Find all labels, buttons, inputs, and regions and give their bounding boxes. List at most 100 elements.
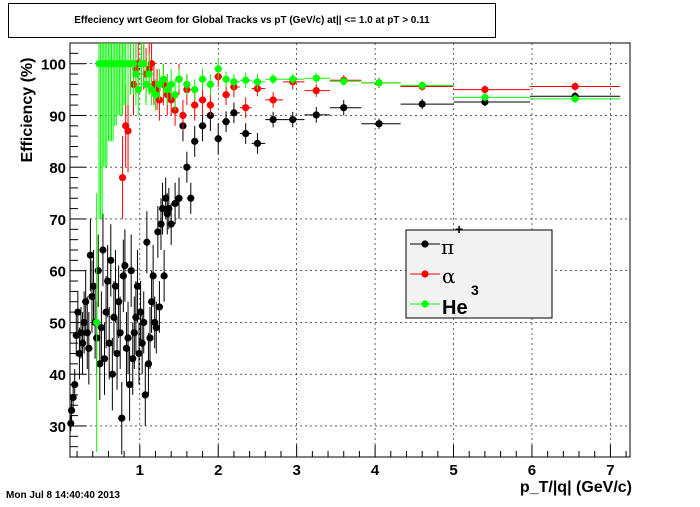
data-point [85, 344, 93, 352]
legend-pi-label: π [441, 235, 454, 259]
data-point [116, 329, 124, 337]
data-point [163, 85, 171, 94]
data-point [183, 80, 191, 88]
data-point [312, 87, 320, 95]
data-point [107, 256, 115, 264]
data-point [183, 163, 191, 171]
data-point [160, 272, 168, 280]
data-point [206, 101, 214, 109]
data-point [67, 406, 76, 415]
data-point [253, 139, 262, 147]
data-point [75, 349, 84, 358]
data-point [340, 77, 348, 85]
data-point [104, 277, 112, 285]
data-point [135, 349, 143, 358]
data-point [191, 85, 199, 94]
grid-lines [70, 43, 630, 457]
data-point [242, 129, 250, 138]
data-point [143, 238, 151, 246]
data-point [77, 329, 85, 337]
data-point [147, 298, 156, 306]
data-point [269, 115, 277, 124]
data-point [94, 267, 102, 275]
y-tick-label: 90 [49, 108, 66, 125]
data-point [159, 75, 167, 83]
data-point [146, 334, 154, 342]
data-point [191, 137, 199, 145]
data-point [122, 344, 131, 352]
data-point [230, 78, 238, 86]
y-tick-label: 60 [49, 264, 66, 281]
data-point [127, 267, 135, 275]
data-point [214, 135, 222, 143]
y-tick-label: 80 [49, 160, 66, 177]
legend-pi-superscript: + [455, 221, 463, 237]
data-point [126, 380, 134, 389]
data-point [155, 303, 164, 311]
data-point [74, 308, 82, 316]
data-point [82, 298, 90, 306]
data-point [130, 329, 138, 337]
data-point [253, 78, 262, 86]
data-point [132, 70, 140, 78]
y-axis-label: Efficiency (%) [19, 58, 36, 163]
x-tick-label: 5 [449, 462, 457, 479]
data-point [71, 380, 79, 389]
data-point [214, 65, 222, 73]
data-point [222, 118, 230, 126]
axes: 1 2 3 4 5 6 7 30 40 50 60 70 80 90 100 [41, 42, 627, 479]
legend-pi-marker [421, 240, 429, 248]
data-point [175, 194, 183, 202]
x-tick-label: 6 [528, 462, 536, 479]
data-point [157, 220, 165, 228]
chart-title-box: Effeciency wrt Geom for Global Tracks vs… [8, 3, 496, 38]
legend-alpha-marker [421, 270, 429, 278]
data-point [269, 75, 277, 83]
timestamp: Mon Jul 8 14:40:40 2013 [6, 490, 120, 501]
data-point [198, 75, 207, 83]
x-axis-label: p_T/|q| (GeV/c) [520, 479, 632, 496]
series-2 [93, 43, 621, 452]
x-tick-label: 4 [371, 462, 380, 479]
y-tick-label: 70 [49, 212, 66, 229]
data-point [162, 194, 170, 202]
data-point [100, 355, 109, 363]
data-point [133, 282, 142, 290]
data-point [222, 91, 230, 99]
data-point [198, 96, 207, 104]
data-point [119, 272, 127, 280]
legend: π + α 3 He [405, 221, 553, 319]
data-point [289, 75, 297, 83]
data-point [99, 246, 107, 254]
data-point [145, 70, 153, 78]
chart-title: Effeciency wrt Geom for Global Tracks vs… [74, 15, 430, 26]
data-point [115, 298, 123, 306]
data-point [138, 339, 146, 347]
data-point [571, 82, 579, 91]
y-tick-label: 50 [49, 315, 66, 332]
data-point [222, 75, 230, 83]
data-point [118, 414, 126, 422]
data-point [141, 391, 149, 399]
data-point [136, 308, 145, 316]
legend-alpha-label: α [442, 264, 456, 288]
data-point [481, 85, 489, 94]
x-tick-label: 1 [136, 462, 144, 479]
data-point [83, 329, 91, 337]
data-point [124, 334, 132, 342]
data-point [167, 220, 175, 228]
legend-he3-label: He [442, 297, 468, 319]
data-point [67, 419, 75, 427]
data-point [312, 111, 320, 119]
y-tick-label: 40 [49, 367, 66, 384]
data-point [118, 173, 127, 182]
data-point [175, 75, 183, 83]
data-point [242, 76, 250, 84]
data-point [102, 308, 110, 316]
y-tick-label: 100 [41, 57, 66, 74]
data-point [69, 393, 77, 402]
series-layer [67, 43, 621, 455]
data-point [129, 355, 137, 363]
data-point [140, 60, 148, 68]
x-tick-label: 7 [606, 462, 614, 479]
